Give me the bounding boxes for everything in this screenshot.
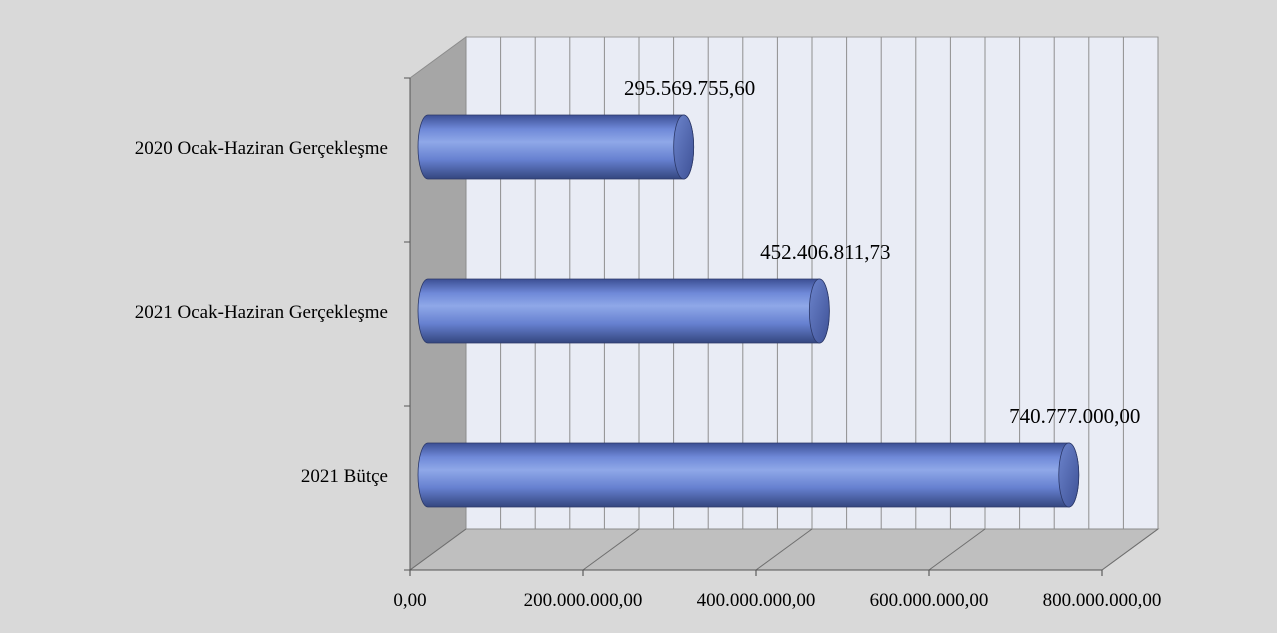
floor-grid-line bbox=[582, 528, 640, 571]
bar-body bbox=[417, 278, 830, 344]
data-label: 740.777.000,00 bbox=[1009, 404, 1140, 428]
floor-grid-line bbox=[928, 528, 986, 571]
bars bbox=[417, 114, 1080, 508]
x-tick-label: 400.000.000,00 bbox=[697, 590, 816, 611]
x-tick-label: 600.000.000,00 bbox=[870, 590, 989, 611]
data-label: 295.569.755,60 bbox=[624, 76, 755, 100]
bar bbox=[417, 114, 695, 180]
x-tick-label: 800.000.000,00 bbox=[1043, 590, 1162, 611]
bar-body bbox=[417, 442, 1080, 508]
x-tick-label: 200.000.000,00 bbox=[524, 590, 643, 611]
floor-grid-line bbox=[409, 528, 467, 571]
bar-body bbox=[417, 114, 695, 180]
category-label: 2020 Ocak-Haziran Gerçekleşme bbox=[135, 138, 388, 159]
floor-grid-line bbox=[755, 528, 813, 571]
data-label: 452.406.811,73 bbox=[760, 240, 890, 264]
category-label: 2021 Ocak-Haziran Gerçekleşme bbox=[135, 302, 388, 323]
bar bbox=[417, 278, 830, 344]
bar-cap bbox=[1058, 442, 1080, 508]
bar bbox=[417, 442, 1080, 508]
x-tick-label: 0,00 bbox=[393, 590, 426, 611]
floor-grid-line bbox=[1101, 528, 1159, 571]
bar-cap bbox=[673, 114, 695, 180]
labels: 295.569.755,60 2020 Ocak-Haziran Gerçekle… bbox=[135, 76, 1162, 611]
category-label: 2021 Bütçe bbox=[301, 466, 388, 487]
bar-cap bbox=[808, 278, 830, 344]
